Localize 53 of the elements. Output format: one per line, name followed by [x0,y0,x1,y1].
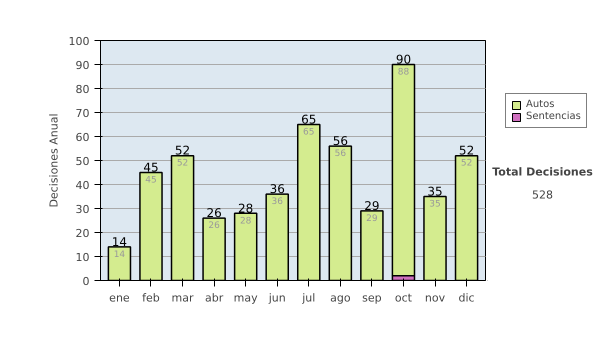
total-label: 56 [332,134,348,148]
x-tick-label: mar [172,292,194,304]
x-tick-label: ene [109,292,130,304]
x-tick-label: feb [142,292,160,304]
x-tick-label: jun [268,292,286,304]
y-tick-label: 20 [76,227,90,240]
x-tick-label: ago [330,292,351,304]
total-label: 26 [206,206,222,220]
x-tick-label: sep [362,292,382,304]
y-tick-label: 50 [76,155,90,168]
total-label: 45 [143,160,159,174]
x-tick-label: jul [301,292,316,304]
total-label: 14 [112,234,128,249]
data-label: 65 [303,128,315,138]
y-tick-label: 80 [76,83,90,96]
data-label: 28 [240,216,252,226]
total-label: 90 [396,52,412,66]
data-label: 14 [114,250,126,260]
bar [392,64,416,276]
legend-label: Autos [526,99,554,110]
y-tick-label: 100 [68,35,90,48]
y-tick-label: 10 [76,251,90,264]
data-label: 52 [460,158,472,169]
data-label: 36 [271,197,284,208]
y-axis-title: Decisiones Anual [48,113,61,208]
data-label: 29 [366,214,378,224]
total-label: 36 [270,182,285,196]
data-label: 45 [145,176,157,186]
total-label: 28 [238,201,254,216]
data-label: 26 [208,221,220,232]
x-tick-label: nov [424,292,446,304]
x-tick-label: abr [204,292,224,304]
y-tick-label: 40 [76,179,90,192]
total-label: 52 [458,144,474,158]
text: Total Decisiones [492,166,594,178]
y-tick-label: 90 [76,59,90,72]
total-label: 29 [364,198,380,213]
x-tick-label: oct [394,292,413,304]
total-label: 65 [301,112,316,126]
legend-label: Sentencias [526,111,581,122]
data-label: 52 [176,158,188,169]
x-tick-label: dic [458,292,475,304]
y-tick-label: 60 [76,131,90,144]
text: 528 [532,188,553,202]
data-label: 56 [334,149,346,160]
y-tick-label: 30 [76,203,90,216]
y-tick-label: 0 [82,275,90,288]
data-label: 88 [398,68,410,78]
total-label: 35 [427,184,443,198]
x-tick-label: may [234,292,258,304]
y-tick-label: 70 [76,107,90,120]
total-label: 52 [174,144,190,158]
data-label: 35 [429,200,441,210]
